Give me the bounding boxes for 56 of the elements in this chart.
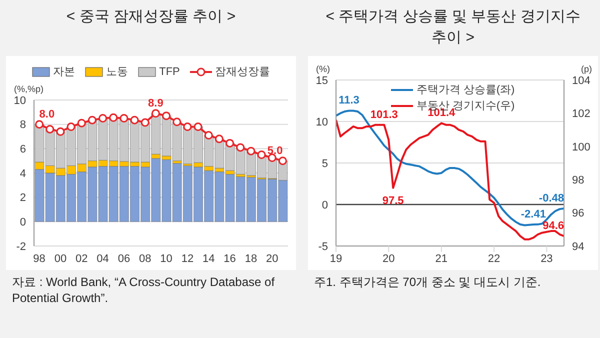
x-tick-label: 23	[540, 252, 553, 265]
data-label: 94.6	[542, 220, 564, 232]
y2-tick-label: 100	[572, 141, 590, 154]
y-tick-label: 10	[14, 94, 26, 107]
x-tick-label: 18	[244, 252, 258, 265]
text: 자료 : World Bank, “A Cross-Country Database of Potential Growth”.	[12, 274, 276, 306]
text: 주1. 주택가격은 70개 중소 및 대도시 기준.	[314, 274, 542, 290]
y-tick-label: -5	[318, 240, 328, 253]
x-tick-label: 12	[181, 252, 194, 265]
y-axis-title: (%,%p)	[14, 84, 44, 94]
chart-title: < 주택가격 상승률 및 부동산 경기지수 추이 >	[324, 7, 582, 48]
y-tick-label: 0	[20, 216, 26, 229]
x-tick-label: 10	[160, 252, 172, 265]
data-label: -0.48	[538, 192, 564, 204]
y-tick-label: 8	[20, 119, 26, 132]
y2-tick-label: 96	[572, 208, 584, 220]
x-tick-label: 16	[224, 252, 236, 265]
x-tick-label: 20	[382, 252, 395, 265]
y-tick-label: -2	[16, 240, 26, 253]
x-tick-label: 02	[76, 252, 88, 265]
x-tick-label: 06	[118, 252, 130, 265]
legend-label: 주택가격 상승률(좌)	[416, 83, 515, 97]
y-tick-label: 0	[322, 199, 328, 212]
x-tick-label: 98	[33, 252, 46, 265]
y2-tick-label: 104	[572, 74, 590, 87]
x-tick-label: 22	[488, 252, 500, 265]
y-tick-label: 6	[20, 144, 26, 156]
legend-label: 자본	[53, 65, 76, 79]
x-tick-label: 20	[266, 252, 278, 265]
y-tick-label: 4	[20, 168, 26, 180]
y-tick-label: 2	[20, 192, 26, 204]
y-tick-label: 5	[322, 158, 328, 170]
chart-title: < 중국 잠재성장률 추이 >	[65, 7, 237, 27]
data-label: 11.3	[338, 94, 360, 107]
y2-axis-title: (p)	[581, 64, 592, 74]
data-label: 5.0	[267, 144, 283, 157]
y-tick-label: 10	[316, 116, 328, 128]
data-label: 101.3	[370, 108, 398, 121]
x-tick-label: 21	[435, 252, 448, 265]
x-tick-label: 14	[202, 252, 215, 265]
legend-label: TFP	[159, 66, 180, 78]
y2-tick-label: 98	[572, 174, 584, 187]
y2-tick-label: 94	[572, 240, 584, 253]
x-tick-label: 08	[139, 252, 152, 265]
data-label: 8.9	[148, 97, 164, 110]
data-label: 97.5	[382, 194, 404, 207]
legend-label: 잠재성장률	[214, 65, 270, 79]
x-tick-label: 04	[96, 252, 109, 265]
data-label: -2.41	[520, 208, 546, 221]
data-label: 8.0	[39, 108, 55, 120]
y-axis-title: (%)	[316, 64, 330, 74]
y2-tick-label: 102	[572, 108, 590, 120]
y-tick-label: 15	[316, 74, 328, 87]
x-tick-label: 19	[330, 252, 342, 265]
x-tick-label: 00	[54, 252, 67, 265]
legend-label: 노동	[106, 65, 128, 79]
